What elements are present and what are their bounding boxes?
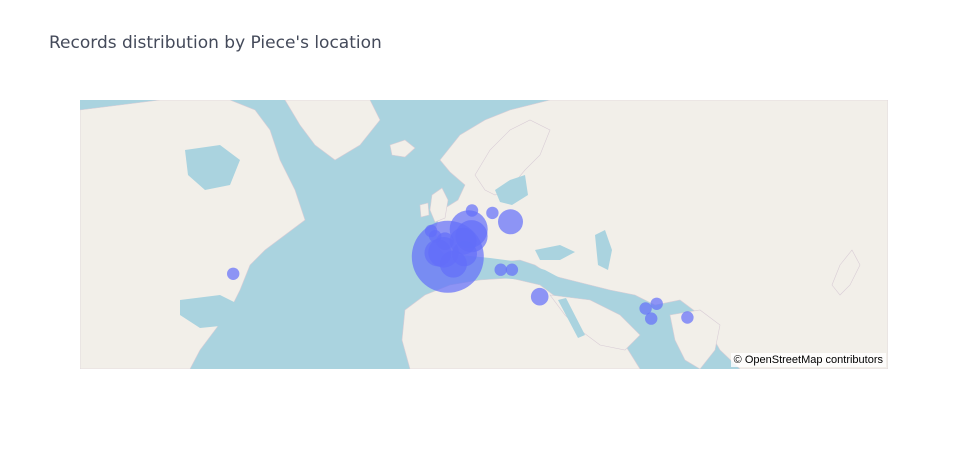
iceland <box>389 139 416 158</box>
caspian-sea <box>595 230 612 270</box>
marker-layer <box>227 204 694 325</box>
persian-gulf <box>610 298 632 314</box>
location-marker[interactable] <box>639 302 652 315</box>
location-marker[interactable] <box>452 241 477 267</box>
location-marker[interactable] <box>494 263 507 276</box>
hudson-bay <box>185 145 240 190</box>
baltic-sea <box>495 175 528 205</box>
location-marker[interactable] <box>505 263 519 276</box>
location-marker[interactable] <box>227 267 240 280</box>
ireland <box>419 202 430 218</box>
location-marker[interactable] <box>465 204 479 217</box>
red-sea <box>558 298 585 338</box>
map-attribution[interactable]: © OpenStreetMap contributors <box>730 353 886 367</box>
map-view[interactable]: © OpenStreetMap contributors <box>80 100 888 369</box>
india <box>669 309 721 369</box>
japan <box>831 249 861 296</box>
land-masses <box>80 100 888 369</box>
black-sea <box>535 245 575 260</box>
location-marker[interactable] <box>650 297 663 310</box>
location-marker[interactable] <box>498 209 523 235</box>
chart-title: Records distribution by Piece's location <box>49 33 382 53</box>
gulf-of-mexico <box>180 295 240 328</box>
location-marker[interactable] <box>645 312 658 325</box>
map-canvas[interactable] <box>80 100 888 369</box>
greenland-ish <box>284 100 381 161</box>
location-marker[interactable] <box>429 230 442 243</box>
location-marker[interactable] <box>681 311 694 324</box>
britain <box>429 187 449 223</box>
north-america <box>80 100 306 369</box>
location-marker[interactable] <box>486 206 499 220</box>
location-marker[interactable] <box>530 287 549 306</box>
scandinavia <box>474 119 551 196</box>
